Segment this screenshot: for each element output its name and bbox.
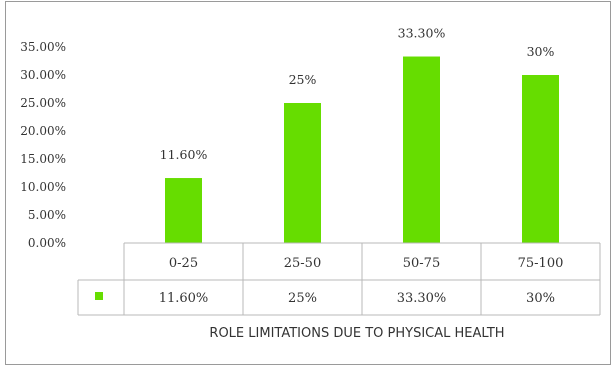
data-label: 25% <box>289 72 317 87</box>
data-label: 33.30% <box>398 26 446 41</box>
category-label: 0-25 <box>169 256 198 271</box>
table-value: 30% <box>526 291 555 306</box>
category-label: 50-75 <box>403 256 440 271</box>
y-tick-label: 5.00% <box>28 208 66 222</box>
legend-key <box>95 292 103 300</box>
bar <box>284 103 321 243</box>
y-tick-label: 25.00% <box>20 96 66 110</box>
table-value: 11.60% <box>159 291 209 306</box>
y-tick-label: 15.00% <box>20 152 66 166</box>
x-axis-title: ROLE LIMITATIONS DUE TO PHYSICAL HEALTH <box>209 326 504 341</box>
y-tick-label: 20.00% <box>20 124 66 138</box>
y-tick-label: 35.00% <box>20 40 66 54</box>
data-label: 30% <box>527 44 555 59</box>
category-label: 75-100 <box>518 256 564 271</box>
category-label: 25-50 <box>284 256 321 271</box>
data-label: 11.60% <box>160 147 208 162</box>
y-tick-label: 0.00% <box>28 236 66 250</box>
y-tick-label: 30.00% <box>20 68 66 82</box>
table-value: 25% <box>288 291 317 306</box>
y-tick-label: 10.00% <box>20 180 66 194</box>
bar <box>403 56 440 243</box>
bar <box>165 178 202 243</box>
table-value: 33.30% <box>397 291 447 306</box>
bar <box>522 75 559 243</box>
